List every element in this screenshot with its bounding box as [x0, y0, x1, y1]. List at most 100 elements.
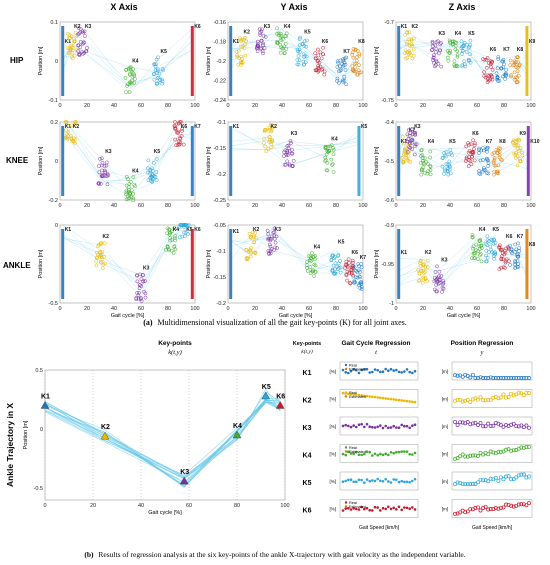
- keypoint-marker: [344, 273, 349, 278]
- keypoint-marker: [447, 152, 452, 157]
- keypoint-marker: [403, 48, 408, 53]
- legend-est: Estimated: [349, 395, 366, 399]
- caption-a-prefix: (a): [143, 318, 153, 327]
- keypoint-marker: [81, 30, 86, 35]
- keypoint-marker: [78, 27, 83, 31]
- x-tick-label: 60: [474, 103, 480, 109]
- keypoint-label: K6: [194, 24, 201, 30]
- y-tick-label: 0: [40, 427, 43, 433]
- mini-marker: [387, 505, 390, 509]
- x-tick-label: 60: [474, 203, 480, 209]
- keypoint-marker: [433, 270, 438, 274]
- keypoint-marker: [304, 44, 308, 49]
- keypoint-marker: [425, 279, 429, 283]
- keypoint-marker: [247, 231, 252, 236]
- keypoint-marker: [462, 43, 466, 47]
- b-header-kp-col: Key-points: [293, 341, 321, 347]
- unit-label: [%]: [329, 369, 336, 374]
- x-tick-label: 80: [234, 503, 240, 509]
- keypoint-marker: [463, 159, 468, 163]
- keypoint-label: K5: [262, 384, 271, 391]
- mini-marker: [355, 393, 358, 397]
- keypoint-label: K7: [486, 139, 493, 145]
- keypoint-marker: [467, 142, 471, 147]
- keypoint-marker: [131, 175, 136, 179]
- keypoint-marker: [447, 38, 452, 43]
- keypoint-marker: [261, 51, 265, 56]
- keypoint-marker: [176, 121, 181, 126]
- caption-a-text: Multidimensional visualization of all th…: [158, 318, 407, 327]
- keypoint-marker: [248, 250, 253, 255]
- mini-marker: [413, 423, 417, 427]
- keypoint-band: [526, 126, 530, 196]
- keypoint-marker: [165, 226, 170, 231]
- y-tick-label: -0.5: [49, 301, 58, 307]
- keypoint-marker: [143, 279, 147, 283]
- keypoint-marker: [492, 157, 497, 162]
- keypoint-label: K1: [401, 250, 408, 256]
- mini-marker: [493, 505, 498, 510]
- keypoint-label: K4: [284, 24, 291, 30]
- mini-plot-area: [339, 444, 419, 463]
- keypoint-marker: [482, 70, 487, 74]
- keypoint-marker: [132, 80, 136, 85]
- mini-marker: [389, 481, 393, 484]
- keypoint-marker: [464, 50, 469, 54]
- keypoint-marker: [284, 152, 289, 157]
- keypoint-marker: [404, 156, 409, 160]
- keypoint-marker: [244, 39, 248, 43]
- x-tick-label: 20: [420, 203, 426, 209]
- b-header-gaitcycle: Gait Cycle Regression: [342, 340, 411, 347]
- keypoint-marker: [481, 148, 486, 153]
- keypoint-marker: [474, 248, 478, 252]
- keypoint-marker: [508, 243, 512, 248]
- keypoint-marker: [441, 282, 445, 287]
- keypoint-marker: [155, 71, 159, 75]
- keypoint-label: K1: [65, 39, 72, 45]
- x-tick-label: 40: [447, 203, 453, 209]
- keypoint-marker: [500, 251, 505, 255]
- keypoint-marker: [253, 231, 258, 235]
- legend-real: Real: [349, 391, 357, 395]
- keypoint-marker: [296, 54, 301, 58]
- keypoint-marker: [319, 56, 324, 61]
- keypoint-label: K5: [304, 29, 311, 35]
- keypoint-marker: [447, 51, 452, 55]
- mini-marker: [465, 420, 470, 425]
- keypoint-marker: [504, 257, 509, 262]
- keypoint-marker: [262, 141, 266, 145]
- x-tick-label: 60: [306, 306, 312, 312]
- keypoint-marker: [490, 152, 495, 157]
- keypoint-marker: [124, 175, 129, 179]
- mini-marker: [365, 394, 369, 398]
- x-tick-label: 0: [226, 203, 229, 209]
- keypoint-marker: [492, 169, 497, 174]
- keypoint-label: K4: [233, 423, 242, 430]
- mini-marker: [453, 419, 457, 424]
- trajectory-curve: [44, 399, 281, 488]
- mini-marker: [458, 397, 463, 402]
- keypoint-marker: [484, 259, 488, 264]
- mini-marker: [491, 450, 496, 455]
- mini-marker: [453, 373, 457, 378]
- keypoint-triangle: [179, 476, 189, 485]
- keypoint-label: K7: [194, 124, 201, 130]
- keypoint-marker: [126, 187, 131, 192]
- keypoint-marker: [302, 62, 307, 67]
- keypoint-marker: [440, 290, 444, 294]
- keypoint-marker: [250, 230, 255, 235]
- keypoint-marker: [76, 52, 81, 57]
- keypoint-marker: [68, 47, 73, 52]
- mini-marker: [400, 479, 404, 483]
- reg-position-K4: [m]: [442, 444, 533, 463]
- legend-marker-real: [344, 501, 348, 504]
- mini-marker: [355, 425, 358, 429]
- keypoint-marker: [124, 183, 129, 188]
- x-tick-label: 40: [111, 203, 117, 209]
- mini-marker: [411, 371, 414, 375]
- keypoint-marker: [98, 182, 103, 186]
- keypoint-marker: [72, 53, 77, 58]
- keypoint-marker: [244, 247, 249, 252]
